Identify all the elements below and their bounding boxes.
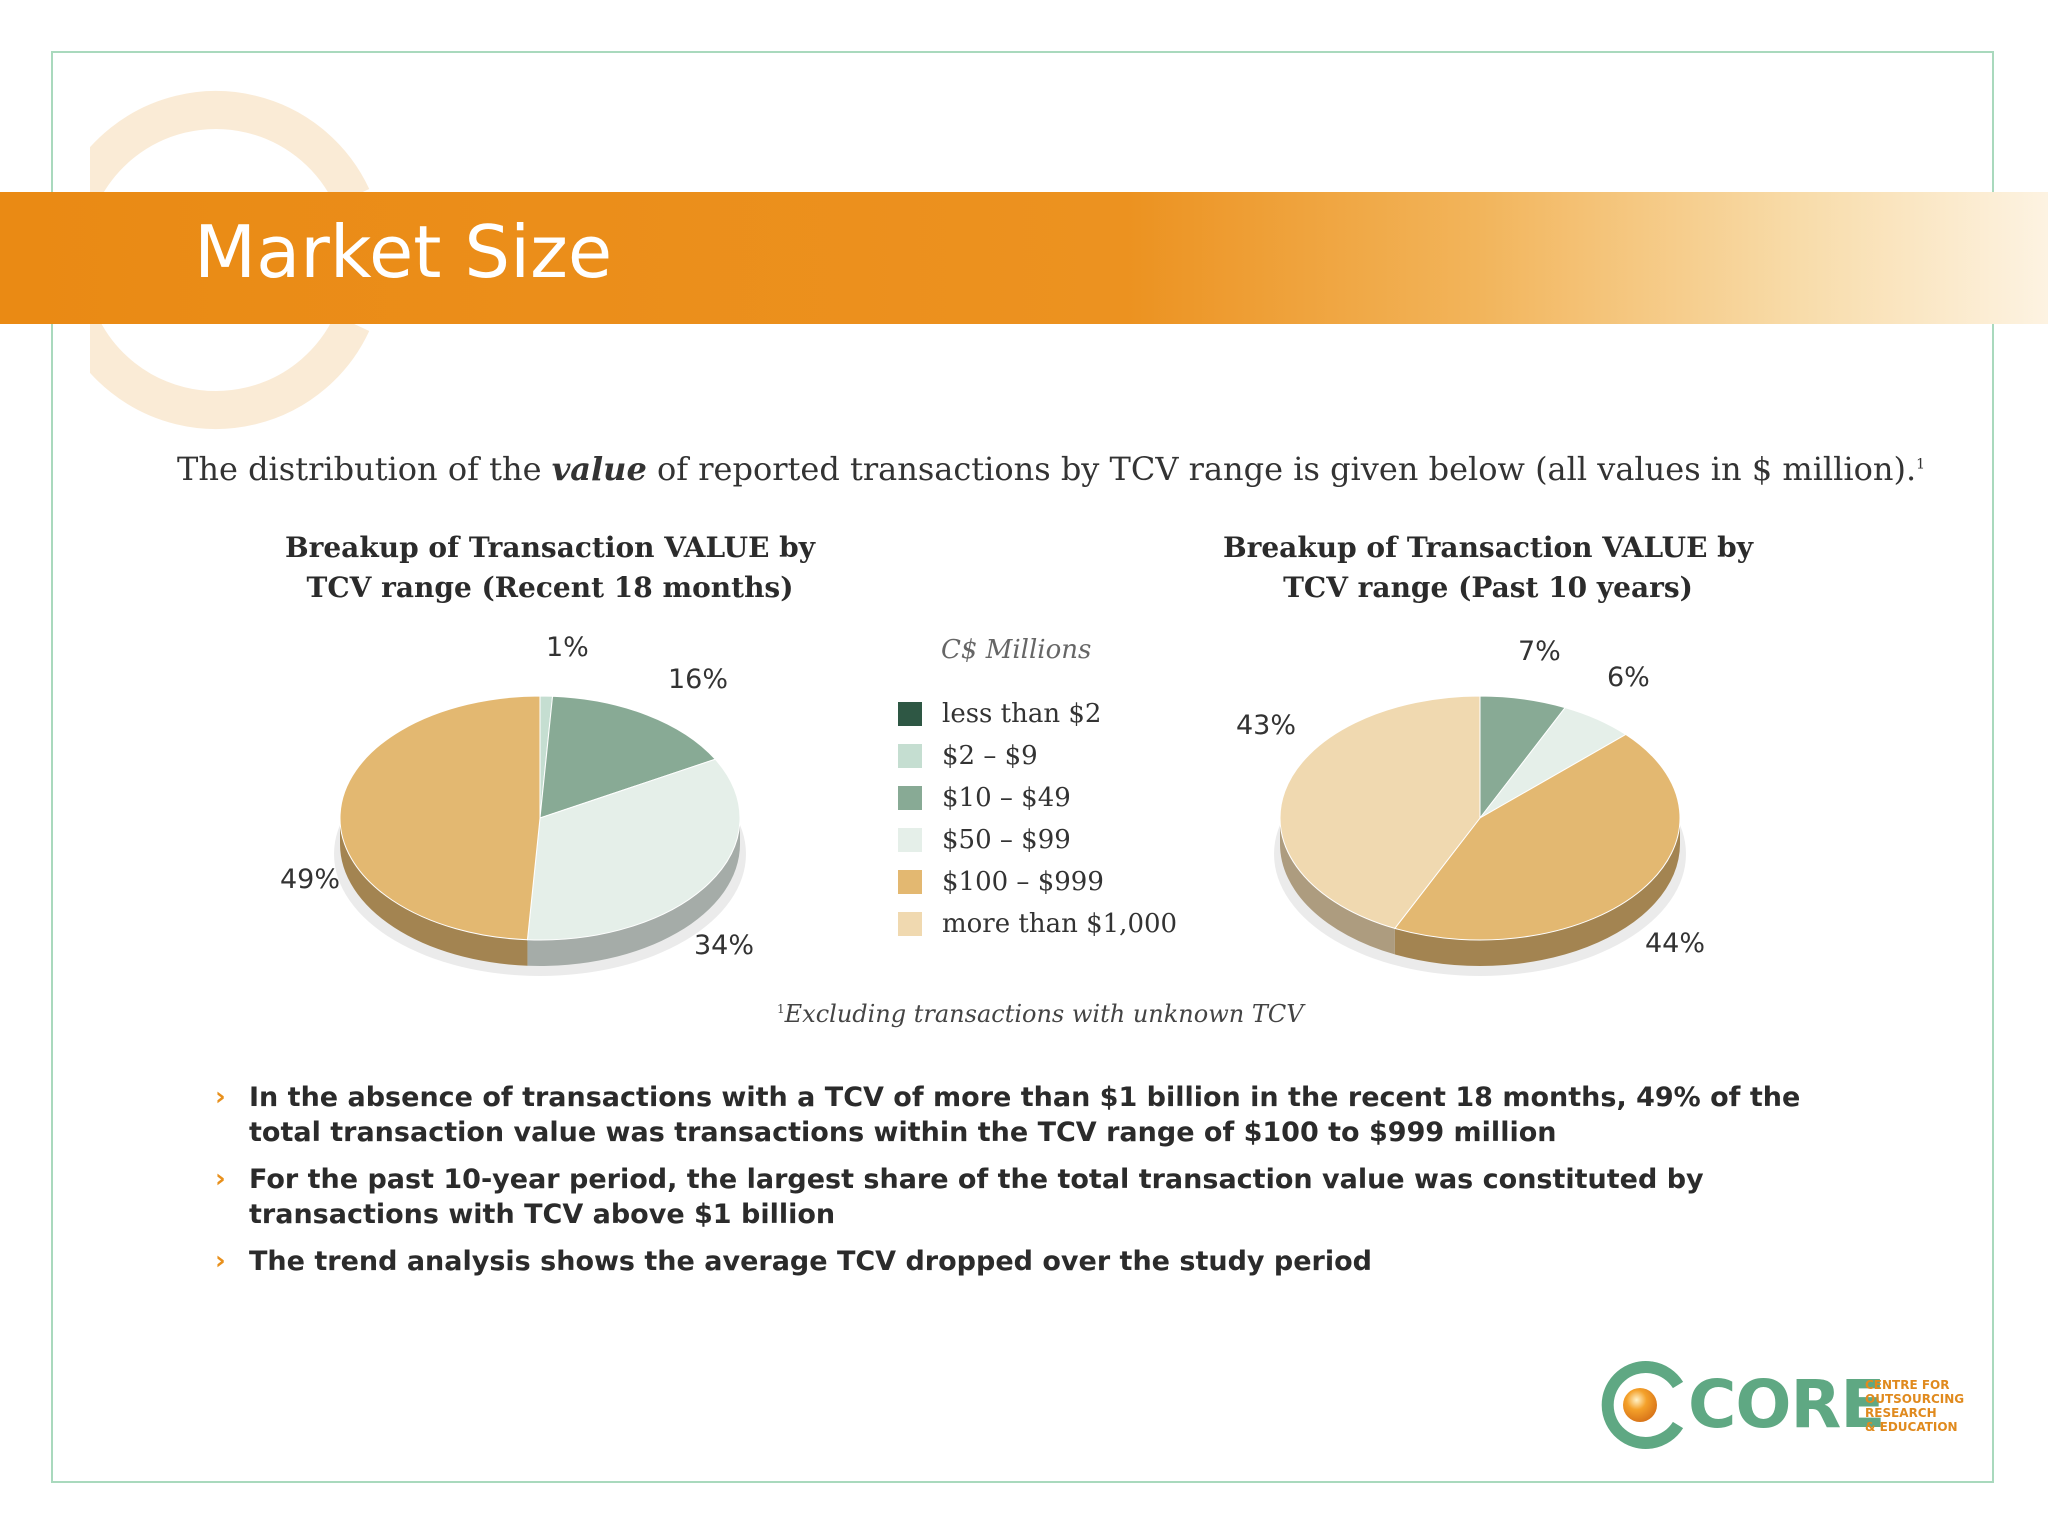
footnote-marker: 1 [777,1002,785,1016]
intro-text: The distribution of the value of reporte… [177,450,1925,488]
core-logo-tagline-line: & EDUCATION [1865,1420,1958,1434]
footnote-text: Excluding transactions with unknown TCV [784,1000,1304,1028]
intro-text-before: The distribution of the [177,450,552,488]
legend-swatch [898,828,922,852]
intro-text-emphasis: value [551,450,647,488]
pie1-slice-4 [339,695,541,941]
pie-chart-recent-18-months [334,695,746,976]
bullet-text: For the past 10-year period, the largest… [249,1164,1704,1230]
bullet-chevron-icon: › [215,1246,226,1276]
chart-legend: C$ Millions less than $2 $2 – $9 $10 – $… [898,635,1177,945]
bullet-chevron-icon: › [215,1164,226,1194]
pie2-label-over-1000: 43% [1236,710,1297,741]
pie1-label-2-9: 1% [546,632,589,663]
pie1-slice-2 [539,695,717,819]
legend-title: C$ Millions [941,635,1092,665]
bullet-list: › In the absence of transactions with a … [215,1080,1855,1291]
legend-label: $100 – $999 [942,867,1104,897]
bullet-text: The trend analysis shows the average TCV… [249,1246,1372,1277]
chart-title-line: Breakup of Transaction VALUE by [1222,531,1754,564]
legend-item-100-999: $100 – $999 [898,861,1177,903]
legend-item-10-49: $10 – $49 [898,777,1177,819]
chart-title-past-10-years: Breakup of Transaction VALUE by TCV rang… [1178,528,1798,608]
legend-label: $10 – $49 [942,783,1071,813]
core-logo-word: CORE [1688,1366,1885,1443]
pie1-slice-side-4 [340,818,528,966]
pie2-slice-side-5 [1280,818,1395,955]
bullet-chevron-icon: › [215,1082,226,1112]
pie2-label-100-999: 44% [1645,928,1706,959]
pie2-slice-4 [1393,733,1681,941]
chart-title-line: Breakup of Transaction VALUE by [284,531,816,564]
pie2-slice-5 [1279,695,1481,929]
background-ring-logo [90,91,370,429]
legend-swatch [898,702,922,726]
legend-swatch [898,912,922,936]
legend-label: more than $1,000 [942,909,1178,939]
legend-label: less than $2 [942,699,1102,729]
legend-swatch [898,870,922,894]
pie1-slice-3 [526,758,741,941]
bullet-text: In the absence of transactions with a TC… [249,1082,1801,1148]
intro-footnote-marker: 1 [1916,456,1926,473]
chart-title-line: TCV range (Past 10 years) [1283,571,1693,604]
page-title: Market Size [194,210,613,294]
pie1-slice-side-3 [527,818,740,966]
pie2-label-10-49: 7% [1518,636,1561,667]
pie1-label-10-49: 16% [668,664,729,695]
footnote: 1Excluding transactions with unknown TCV [777,1000,1304,1028]
core-logo-tagline: CENTRE FOR OUTSOURCING RESEARCH & EDUCAT… [1865,1378,1975,1434]
intro-text-after: of reported transactions by TCV range is… [646,450,1917,488]
chart-title-recent-18-months: Breakup of Transaction VALUE by TCV rang… [240,528,860,608]
legend-item-more-than-1000: more than $1,000 [898,903,1177,945]
title-banner [0,192,2048,324]
core-logo: CORE CENTRE FOR OUTSOURCING RESEARCH & E… [1600,1360,1970,1450]
legend-item-50-99: $50 – $99 [898,819,1177,861]
legend-swatch [898,744,922,768]
legend-item-2-9: $2 – $9 [898,735,1177,777]
pie1-label-100-999: 49% [280,864,341,895]
chart-title-line: TCV range (Recent 18 months) [306,571,794,604]
legend-item-less-than-2: less than $2 [898,693,1177,735]
pie2-slice-side-4 [1394,818,1680,966]
core-logo-tagline-line: RESEARCH [1865,1406,1937,1420]
core-logo-tagline-line: CENTRE FOR [1865,1378,1950,1392]
pie-chart-past-10-years [1274,695,1686,976]
pie1-label-50-99: 34% [694,930,755,961]
core-logo-tagline-line: OUTSOURCING [1865,1392,1965,1406]
bullet-item: › In the absence of transactions with a … [215,1080,1855,1150]
core-logo-ring-icon [1601,1361,1684,1449]
pie2-label-50-99: 6% [1607,662,1650,693]
legend-swatch [898,786,922,810]
legend-label: $2 – $9 [942,741,1038,771]
slide-frame [51,51,1994,1483]
bullet-item: › The trend analysis shows the average T… [215,1244,1855,1279]
legend-label: $50 – $99 [942,825,1071,855]
bullet-item: › For the past 10-year period, the large… [215,1162,1855,1232]
